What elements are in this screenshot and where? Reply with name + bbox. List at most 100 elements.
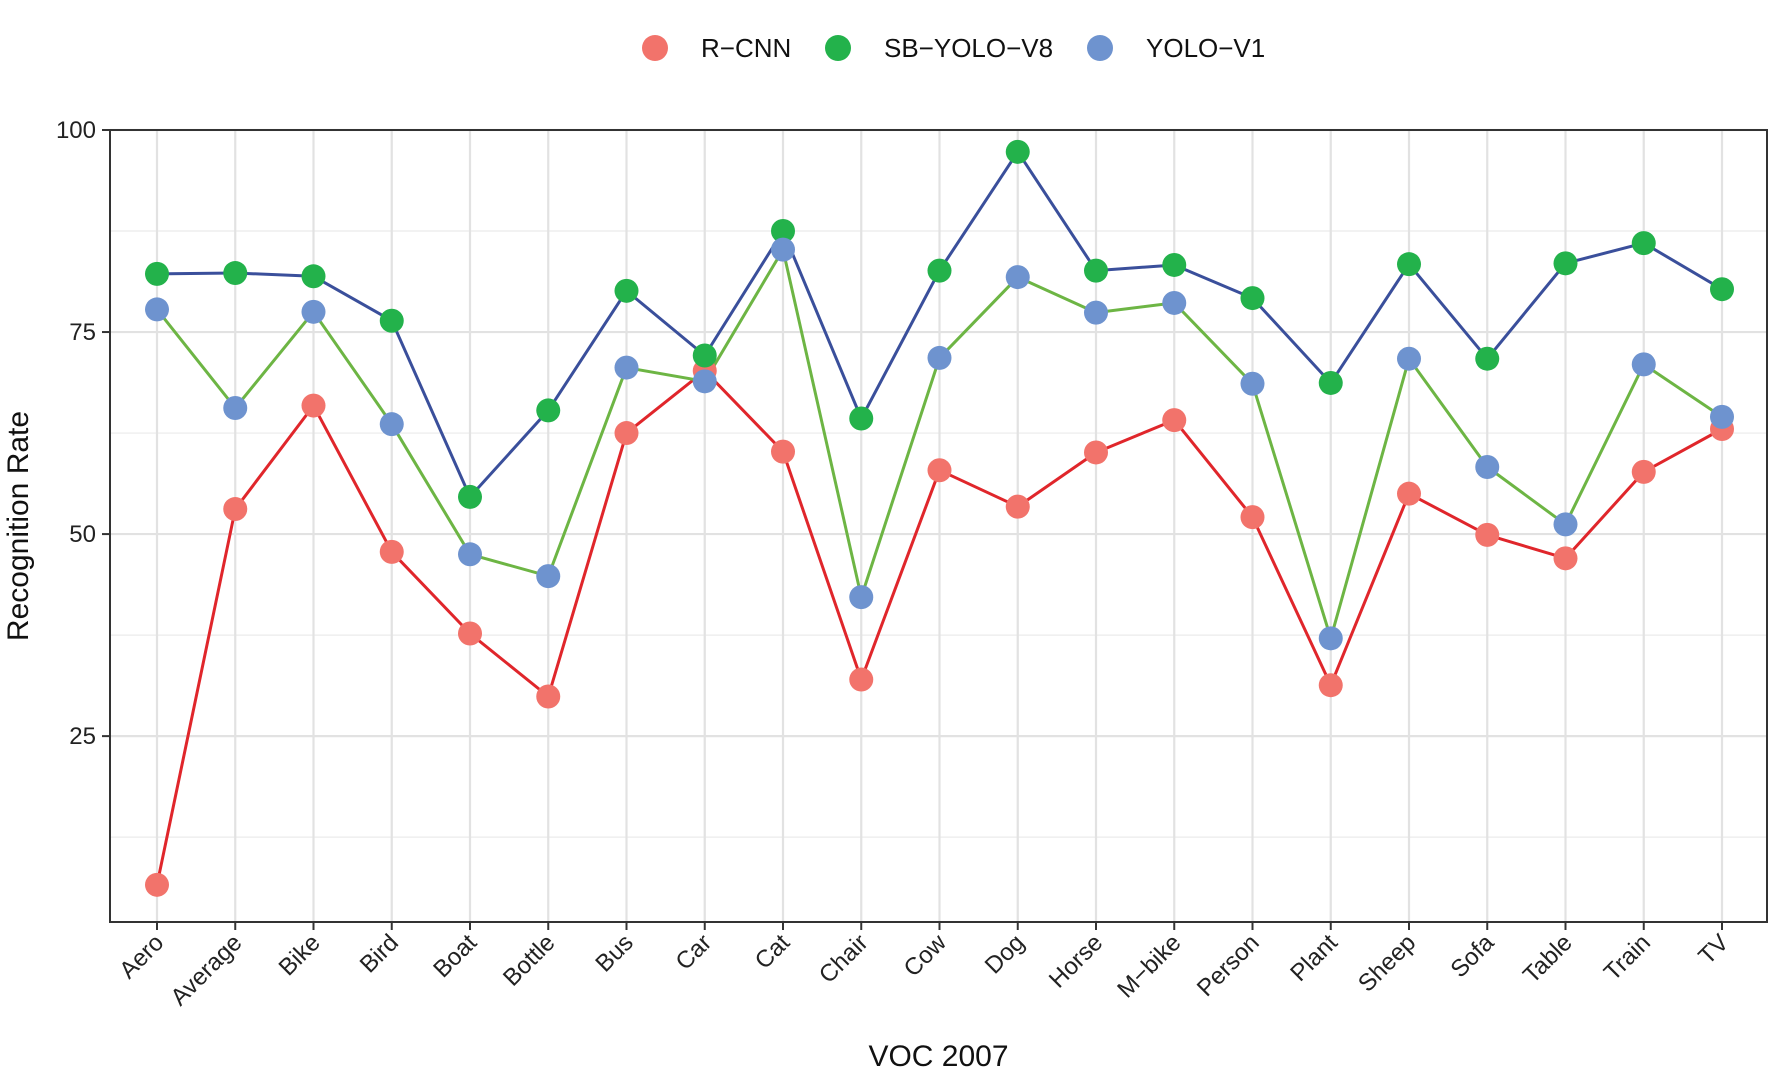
data-point	[1084, 300, 1108, 325]
data-point	[379, 539, 404, 564]
data-point	[1162, 290, 1187, 315]
data-point	[145, 872, 169, 897]
data-point	[1240, 505, 1265, 530]
data-point	[458, 484, 482, 509]
data-point	[849, 585, 874, 610]
data-point	[145, 297, 169, 322]
data-point	[379, 308, 404, 333]
x-tick-label: Plant	[1285, 929, 1343, 987]
data-point	[1084, 440, 1108, 465]
data-point	[1005, 265, 1030, 290]
y-tick-label: 75	[69, 319, 96, 346]
x-tick-label: Boat	[428, 929, 482, 983]
data-point	[379, 412, 404, 437]
x-tick-label: Bottle	[498, 929, 560, 991]
data-point	[1084, 258, 1108, 283]
data-point	[458, 621, 482, 646]
data-point	[1631, 459, 1656, 484]
legend-label: SB−YOLO−V8	[884, 33, 1053, 63]
x-tick-label: M−bike	[1112, 929, 1186, 1003]
x-tick-label: Sheep	[1353, 929, 1421, 997]
data-point	[458, 542, 482, 567]
data-point	[692, 343, 717, 368]
data-point	[849, 667, 874, 692]
legend-label: R−CNN	[701, 33, 791, 63]
x-tick-label: Chair	[814, 929, 874, 989]
data-point	[614, 278, 639, 303]
x-axis-title: VOC 2007	[868, 1040, 1008, 1073]
data-point	[1397, 481, 1421, 506]
y-tick-label: 50	[69, 521, 96, 548]
data-point	[1397, 252, 1421, 277]
legend-key	[642, 35, 668, 61]
data-point	[1475, 455, 1500, 480]
data-point	[692, 369, 717, 394]
x-tick-label: Horse	[1044, 929, 1108, 993]
x-tick-label: Cat	[750, 929, 796, 975]
x-tick-label: Bus	[590, 929, 638, 977]
x-tick-label: Car	[671, 929, 717, 975]
data-point	[301, 299, 326, 324]
data-point	[1162, 252, 1187, 277]
data-point	[1631, 231, 1656, 256]
legend-key	[825, 35, 851, 61]
grid	[110, 128, 1767, 922]
data-point	[1553, 512, 1578, 537]
x-tick-label: Average	[165, 929, 247, 1011]
data-point	[223, 396, 248, 421]
data-point	[223, 497, 248, 522]
data-point	[849, 406, 874, 431]
data-point	[1475, 346, 1500, 371]
x-tick-label: Aero	[114, 929, 169, 984]
legend-key	[1087, 35, 1113, 61]
x-tick-label: Table	[1518, 929, 1578, 989]
legend: R−CNN SB−YOLO−V8 YOLO−V1	[642, 33, 1265, 63]
series-points	[145, 139, 1734, 897]
data-point	[1710, 404, 1734, 429]
data-point	[927, 258, 952, 283]
data-point	[1553, 251, 1578, 276]
y-tick-label: 25	[69, 723, 96, 750]
y-tick-label: 100	[56, 117, 96, 144]
data-point	[223, 261, 248, 286]
x-tick-label: Cow	[899, 929, 953, 983]
data-point	[1397, 346, 1421, 371]
data-point	[1005, 139, 1030, 164]
x-tick-label: Person	[1192, 929, 1265, 1002]
x-tick-label: Train	[1599, 929, 1656, 986]
data-point	[1162, 408, 1187, 433]
data-point	[614, 355, 639, 380]
data-point	[536, 684, 561, 709]
y-axis-title: Recognition Rate	[2, 411, 35, 641]
data-point	[1240, 286, 1265, 311]
data-point	[301, 393, 326, 418]
data-point	[301, 264, 326, 289]
data-point	[771, 237, 795, 262]
data-point	[536, 564, 561, 589]
data-point	[1553, 546, 1578, 571]
data-point	[771, 219, 795, 244]
data-point	[614, 421, 639, 446]
data-point	[771, 439, 795, 464]
legend-label: YOLO−V1	[1146, 33, 1265, 63]
x-tick-label: Bird	[355, 929, 404, 978]
data-point	[1710, 277, 1734, 302]
data-point	[1318, 626, 1343, 651]
y-axis: 25 50 75 100	[56, 117, 110, 750]
x-tick-label: Dog	[980, 929, 1030, 979]
data-point	[1475, 522, 1500, 547]
x-tick-label: Sofa	[1445, 929, 1499, 983]
data-point	[1318, 370, 1343, 395]
data-point	[1240, 371, 1265, 396]
data-point	[1631, 352, 1656, 377]
data-point	[1318, 673, 1343, 698]
x-tick-label: Bike	[274, 929, 326, 981]
data-point	[927, 345, 952, 370]
data-point	[536, 398, 561, 423]
x-tick-label: TV	[1693, 929, 1734, 970]
data-point	[927, 458, 952, 483]
data-point	[1005, 494, 1030, 519]
data-point	[145, 261, 169, 286]
